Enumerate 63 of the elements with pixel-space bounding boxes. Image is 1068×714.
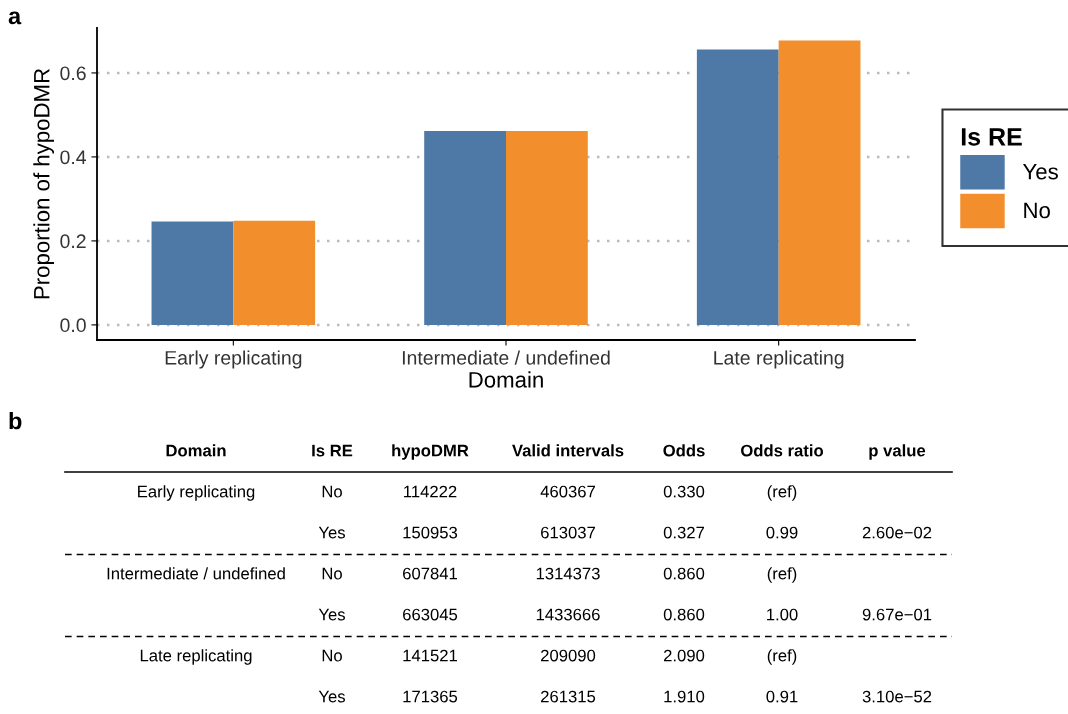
text: Late replicating	[140, 649, 252, 665]
text: 0.330	[663, 485, 705, 498]
text: 0.860	[663, 567, 705, 580]
bar	[151, 221, 234, 325]
text: No	[322, 567, 342, 580]
text: (ref)	[767, 567, 797, 583]
text: 663045	[403, 608, 458, 621]
x-axis-title: Domain	[469, 371, 543, 388]
text: 9.67e−01	[862, 608, 932, 621]
text: 460367	[540, 485, 595, 498]
text: 0.327	[663, 526, 705, 539]
category-label: Valid intervals	[512, 444, 624, 457]
bar	[778, 40, 861, 325]
text: 209090	[541, 649, 596, 662]
text: 0.860	[663, 608, 705, 621]
text: 2.090	[663, 649, 705, 662]
y-tick-label: 0.6	[60, 66, 86, 81]
text: Intermediate / undefined	[107, 567, 285, 580]
chart-title: a	[8, 11, 22, 25]
y-tick-label: 0.2	[60, 234, 86, 249]
y-tick-label: 0.4	[60, 150, 87, 165]
legend-title: Is RE	[961, 128, 1022, 146]
x-tick-label: Late replicating	[714, 350, 844, 369]
legend-label: No	[1024, 202, 1050, 219]
category-label: hypoDMR	[392, 444, 469, 460]
bar	[506, 130, 588, 325]
text: (ref)	[767, 649, 797, 665]
category-label: Odds ratio	[741, 444, 824, 457]
text: 2.60e−02	[862, 526, 932, 539]
category-label: Odds	[663, 444, 705, 457]
x-tick-label: Early replicating	[165, 350, 302, 369]
text: Yes	[318, 690, 345, 703]
category-label: Is RE	[312, 444, 353, 457]
text: 3.10e−52	[862, 690, 932, 703]
text: Yes	[318, 608, 345, 621]
text: 1314373	[536, 567, 600, 580]
text: b	[9, 411, 22, 430]
text: No	[322, 649, 342, 662]
text: 1.910	[664, 690, 705, 703]
bar	[424, 130, 506, 325]
bar	[233, 220, 316, 325]
text: 613037	[541, 526, 595, 539]
category-label: Domain	[166, 444, 226, 457]
text: 141521	[403, 649, 457, 662]
text: 114222	[404, 485, 457, 498]
y-tick-label: 0.0	[60, 318, 86, 333]
text: 0.91	[766, 690, 798, 703]
text: No	[322, 485, 342, 498]
legend-label: Yes	[1022, 164, 1058, 180]
bar	[696, 49, 779, 325]
text: 171365	[403, 690, 458, 703]
text: 1433666	[536, 608, 600, 621]
text: Early replicating	[138, 485, 255, 501]
text: 150953	[403, 526, 458, 539]
category-label: p value	[869, 444, 926, 460]
text: 1.00	[767, 608, 798, 621]
text: 607841	[403, 567, 457, 580]
x-tick-label: Intermediate / undefined	[402, 350, 610, 365]
text: Yes	[318, 526, 345, 539]
text: 0.99	[766, 526, 798, 539]
text: 261315	[541, 690, 596, 703]
y-axis-title: Proportion of hypoDMR	[33, 68, 54, 299]
text: (ref)	[767, 485, 797, 501]
